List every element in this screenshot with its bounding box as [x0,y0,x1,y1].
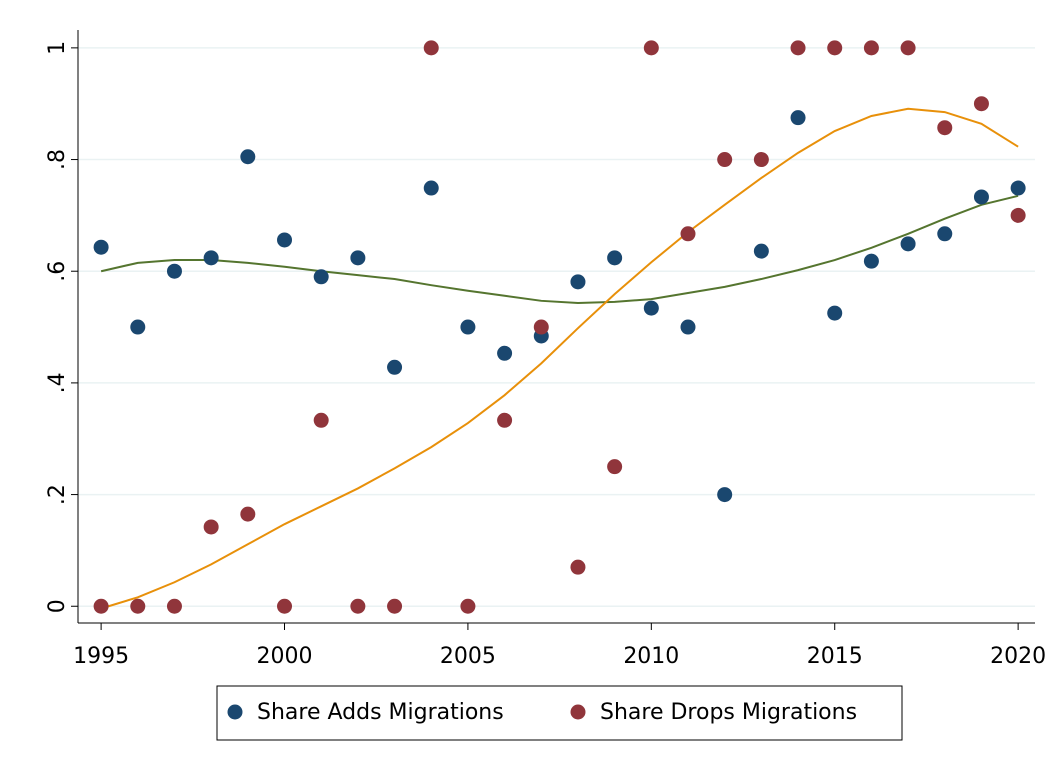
point [753,152,769,168]
point [973,189,989,205]
point [643,300,659,316]
point [277,598,293,614]
point [350,598,366,614]
point [753,243,769,259]
point [460,598,476,614]
point [717,152,733,168]
point [460,319,476,335]
point [827,305,843,321]
point [717,487,733,503]
point [1010,180,1026,196]
y-tick-label: .8 [45,149,70,170]
x-tick-label: 2020 [990,644,1046,669]
point [827,40,843,56]
point [937,226,953,242]
y-tick-label: 1 [45,41,70,55]
y-tick-label: .2 [45,484,70,505]
point [1010,207,1026,223]
point [643,40,659,56]
point [166,263,182,279]
point [570,559,586,575]
point [130,598,146,614]
point [497,345,513,361]
legend-marker [227,704,243,720]
point [937,120,953,136]
point [387,598,403,614]
fit-line [100,107,1019,610]
point [313,412,329,428]
point [166,598,182,614]
point [203,250,219,266]
x-tick-label: 2015 [807,644,863,669]
point [387,359,403,375]
point [423,40,439,56]
point [93,598,109,614]
point [680,319,696,335]
legend-label: Share Adds Migrations [257,700,504,725]
y-tick-label: .6 [45,261,70,282]
point [863,253,879,269]
y-tick-label: 0 [45,599,70,613]
point [423,180,439,196]
point [533,319,549,335]
point [900,40,916,56]
point [607,250,623,266]
point [790,110,806,126]
point [607,459,623,475]
legend-label: Share Drops Migrations [600,700,857,725]
point [497,412,513,428]
fit-line [100,194,1019,305]
point [570,274,586,290]
point [313,269,329,285]
point [277,232,293,248]
point [863,40,879,56]
x-tick-label: 1995 [73,644,129,669]
x-tick-label: 2005 [440,644,496,669]
point [973,96,989,112]
point [93,239,109,255]
point [790,40,806,56]
x-tick-label: 2000 [257,644,313,669]
point [240,149,256,165]
legend-box [216,685,903,741]
point [240,506,256,522]
legend-marker [570,704,586,720]
y-tick-label: .4 [45,372,70,393]
point [350,250,366,266]
point [680,226,696,242]
point [900,236,916,252]
point [203,519,219,535]
point [130,319,146,335]
x-tick-label: 2010 [623,644,679,669]
